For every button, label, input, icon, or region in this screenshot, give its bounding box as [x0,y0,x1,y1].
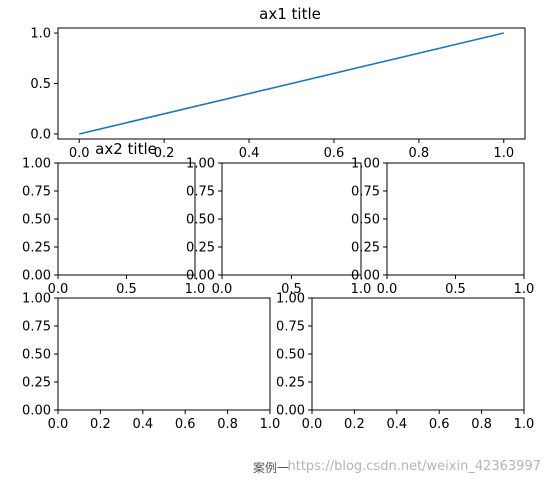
x-tick-label: 0.8 [217,417,238,432]
y-tick-label: 0.75 [276,320,305,335]
x-tick-label: 0.5 [281,282,302,297]
y-tick-label: 0.00 [276,404,305,419]
y-tick-label: 1.00 [22,292,51,307]
x-tick-label: 0.6 [324,146,345,161]
subplot-2-title: ax2 title [95,140,157,158]
watermark-text: https://blog.csdn.net/weixin_42363997 [287,459,541,474]
y-tick-label: 0.00 [22,404,51,419]
y-tick-label: 0.75 [351,185,380,200]
x-tick-label: 0.0 [48,282,69,297]
x-tick-label: 0.0 [377,282,398,297]
y-tick-label: 1.00 [351,157,380,172]
x-tick-label: 0.6 [429,417,450,432]
x-tick-label: 1.0 [185,282,206,297]
y-tick-label: 1.0 [30,27,51,42]
y-tick-label: 0.75 [22,185,51,200]
subplot-4: 0.0 0.5 1.00.000.250.500.751.00 [351,157,534,298]
subplot-1-series-line [79,32,504,135]
x-tick-label: 0.2 [154,146,175,161]
x-tick-label: 1.0 [514,417,535,432]
x-tick-label: 0.6 [175,417,196,432]
y-tick-label: 0.25 [22,376,51,391]
y-tick-label: 0.5 [30,77,51,92]
y-tick-label: 0.50 [22,213,51,228]
x-tick-label: 1.0 [260,417,281,432]
x-tick-label: 1.0 [514,282,535,297]
y-tick-label: 0.0 [30,127,51,142]
x-tick-label: 0.2 [344,417,365,432]
y-tick-label: 1.00 [22,157,51,172]
x-tick-label: 0.4 [386,417,407,432]
subplot-2: 0.0 0.5 1.0 0.00 0.25 0.50 0.75 1.00 ax2 title [22,140,205,297]
y-tick-label: 0.25 [186,241,215,256]
y-tick-label: 0.50 [186,213,215,228]
subplot-1: 0.0 0.2 0.4 0.6 0.8 1.0 0.0 0.5 1.0 ax1 title [30,5,526,161]
subplot-1-title: ax1 title [259,5,321,23]
x-tick-label: 0.5 [116,282,137,297]
subplot-2-frame [57,162,196,276]
y-tick-label: 0.75 [186,185,215,200]
x-tick-label: 0.0 [69,146,90,161]
y-tick-label: 1.00 [276,292,305,307]
y-tick-label: 0.25 [22,241,51,256]
y-tick-label: 0.00 [186,269,215,284]
subplot-6-frame [311,297,525,411]
subplot-5-frame [57,297,271,411]
x-tick-label: 0.0 [212,282,233,297]
y-tick-label: 0.50 [351,213,380,228]
y-tick-label: 0.50 [22,348,51,363]
subplot-3-frame [221,162,362,276]
y-tick-label: 0.25 [351,241,380,256]
subplot-4-frame [386,162,525,276]
x-tick-label: 0.4 [239,146,260,161]
y-tick-label: 1.00 [186,157,215,172]
y-tick-label: 0.75 [22,320,51,335]
subplot-3: 0.0 0.5 1.00.000.250.500.751.00 [186,157,371,298]
x-tick-label: 0.4 [132,417,153,432]
y-tick-label: 0.25 [276,376,305,391]
x-tick-label: 1.0 [351,282,372,297]
subplot-6: 0.0 0.2 0.4 0.6 0.8 1.0 0.00 0.25 0.50 0.75 1.00 [276,292,534,433]
y-tick-label: 0.00 [22,269,51,284]
subplot-5: 0.0 0.2 0.4 0.6 0.8 1.0 0.00 0.25 0.50 0.75 1.00 [22,292,280,433]
x-tick-label: 1.0 [493,146,514,161]
x-tick-label: 0.2 [90,417,111,432]
y-tick-label: 0.00 [351,269,380,284]
x-tick-label: 0.0 [302,417,323,432]
x-tick-label: 0.8 [409,146,430,161]
y-tick-label: 0.50 [276,348,305,363]
x-tick-label: 0.8 [471,417,492,432]
figure-caption: 案例一 [253,460,289,475]
x-tick-label: 0.0 [48,417,69,432]
x-tick-label: 0.5 [445,282,466,297]
